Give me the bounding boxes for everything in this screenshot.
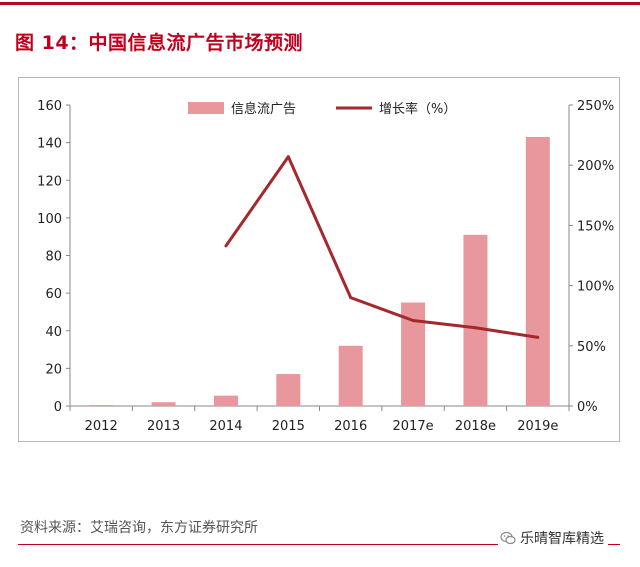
x-tick-label: 2019e — [517, 419, 558, 434]
legend-label-bar: 信息流广告 — [231, 101, 296, 117]
chart: 0 20 40 60 80 100 120 140 160 0% 50% 100% 150% 200% 25… — [37, 99, 614, 434]
watermark: 乐晴智库精选 — [498, 528, 608, 548]
y-tick-label-right: 50% — [577, 340, 606, 355]
bar-2019e — [525, 136, 550, 406]
y-tick-label-left: 160 — [37, 99, 62, 114]
source-note: 资料来源：艾瑞咨询，东方证券研究所 — [20, 520, 258, 536]
point-2018e — [473, 326, 477, 330]
bar-2014 — [213, 395, 238, 406]
bar-2016 — [338, 345, 363, 406]
point-2019e — [536, 335, 540, 339]
top-rule — [0, 2, 640, 5]
y-tick-label-left: 40 — [45, 325, 62, 340]
y-tick-label-right: 0% — [577, 400, 598, 415]
bar-2013 — [151, 402, 176, 406]
legend-swatch-bar — [188, 102, 224, 114]
y-tick-label-right: 250% — [577, 99, 614, 114]
x-tick-label: 2016 — [334, 419, 367, 434]
y-tick-label-left: 20 — [45, 362, 62, 377]
y-tick-label-left: 0 — [54, 400, 62, 415]
point-2016 — [349, 296, 353, 300]
chart-frame: 0 20 40 60 80 100 120 140 160 0% 50% 100% 150% 200% 25… — [18, 77, 620, 442]
x-tick-label: 2013 — [147, 419, 180, 434]
y-tick-label-left: 140 — [37, 137, 62, 152]
point-2014 — [224, 244, 228, 248]
point-2015 — [286, 155, 290, 159]
x-tick-label: 2015 — [272, 419, 305, 434]
watermark-text: 乐晴智库精选 — [520, 531, 604, 547]
x-tick-label: 2017e — [393, 419, 434, 434]
y-tick-label-right: 100% — [577, 280, 614, 295]
bar-2012 — [89, 405, 114, 406]
y-tick-label-left: 120 — [37, 174, 62, 189]
line-growth-rate — [224, 155, 539, 339]
y-tick-label-left: 80 — [45, 250, 62, 265]
y-tick-label-left: 100 — [37, 212, 62, 227]
y-tick-label-left: 60 — [45, 287, 62, 302]
x-tick-label: 2014 — [209, 419, 242, 434]
y-tick-label-right: 200% — [577, 159, 614, 174]
point-2017e — [411, 319, 415, 323]
legend-label-line: 增长率（%） — [379, 101, 456, 117]
bottom-rule — [18, 544, 620, 545]
bar-2018e — [463, 234, 488, 406]
x-tick-label: 2018e — [455, 419, 496, 434]
y-tick-label-right: 150% — [577, 219, 614, 234]
bar-2015 — [276, 374, 301, 406]
figure-title: 图 14：中国信息流广告市场预测 — [15, 32, 304, 54]
x-tick-label: 2012 — [85, 419, 118, 434]
wechat-icon — [500, 531, 516, 545]
